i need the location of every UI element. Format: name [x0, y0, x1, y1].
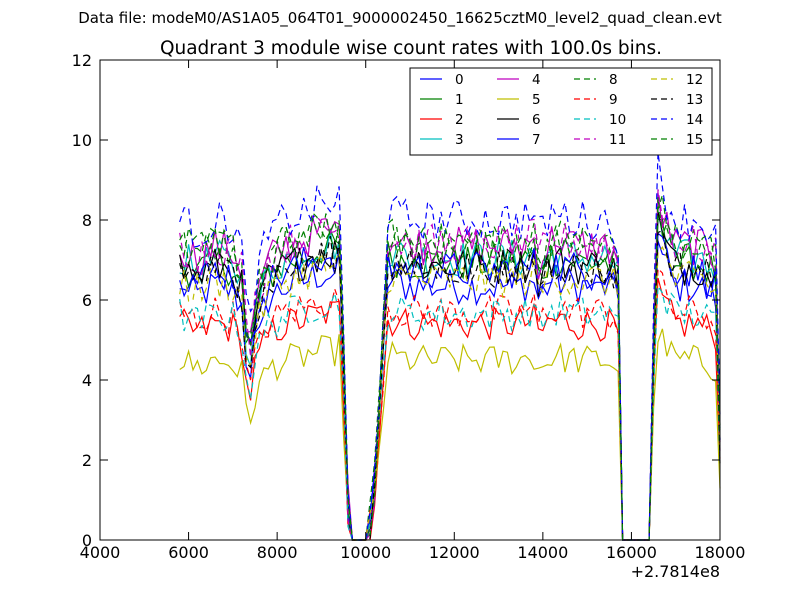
legend-label-7: 7	[532, 132, 541, 148]
series-line-module-2	[179, 277, 721, 541]
x-tick-label: 10000	[340, 543, 391, 562]
axis-ticks: 4000 6000 8000 10000 12000 14000 16000 18000 0 2 4…	[72, 51, 746, 562]
series-line-module-8	[179, 195, 721, 541]
legend-label-8: 8	[609, 72, 618, 88]
x-tick-label: 16000	[606, 543, 657, 562]
x-tick-label: 14000	[517, 543, 568, 562]
y-tick-label: 6	[82, 291, 92, 310]
series-line-module-15	[179, 197, 721, 541]
y-tick-label: 12	[72, 51, 92, 70]
series-line-module-9	[179, 267, 721, 541]
series-line-module-4	[179, 192, 721, 541]
legend-label-15: 15	[686, 132, 703, 148]
legend-label-13: 13	[686, 92, 703, 108]
chart-title: Quadrant 3 module wise count rates with …	[160, 38, 662, 59]
legend-label-5: 5	[532, 92, 541, 108]
series-line-module-13	[179, 229, 721, 541]
series-layer	[179, 152, 721, 541]
legend-label-11: 11	[609, 132, 626, 148]
legend-label-6: 6	[532, 112, 541, 128]
x-tick-label: 8000	[257, 543, 298, 562]
legend-label-10: 10	[609, 112, 626, 128]
legend-label-12: 12	[686, 72, 703, 88]
legend-label-1: 1	[455, 92, 464, 108]
x-axis-offset-label: +2.7814e8	[631, 562, 720, 581]
y-tick-label: 10	[72, 131, 92, 150]
legend-label-3: 3	[455, 132, 464, 148]
y-tick-label: 0	[82, 531, 92, 550]
legend-label-14: 14	[686, 112, 703, 128]
legend-label-9: 9	[609, 92, 618, 108]
x-tick-label: 12000	[429, 543, 480, 562]
x-tick-label: 18000	[695, 543, 746, 562]
legend-label-4: 4	[532, 72, 541, 88]
legend-label-0: 0	[455, 72, 464, 88]
y-tick-label: 2	[82, 451, 92, 470]
legend-frame	[409, 67, 713, 156]
series-line-module-7	[179, 232, 721, 541]
series-line-module-14	[179, 152, 721, 541]
legend-label-2: 2	[455, 112, 464, 128]
series-line-module-11	[179, 189, 721, 541]
x-tick-label: 6000	[168, 543, 209, 562]
x-tick-label: 4000	[80, 543, 121, 562]
y-tick-label: 4	[82, 371, 92, 390]
y-tick-label: 8	[82, 211, 92, 230]
series-line-module-5	[179, 328, 721, 541]
series-line-module-1	[179, 218, 721, 541]
figure-suptitle: Data file: modeM0/AS1A05_064T01_90000024…	[78, 9, 722, 27]
series-line-module-12	[179, 246, 721, 541]
